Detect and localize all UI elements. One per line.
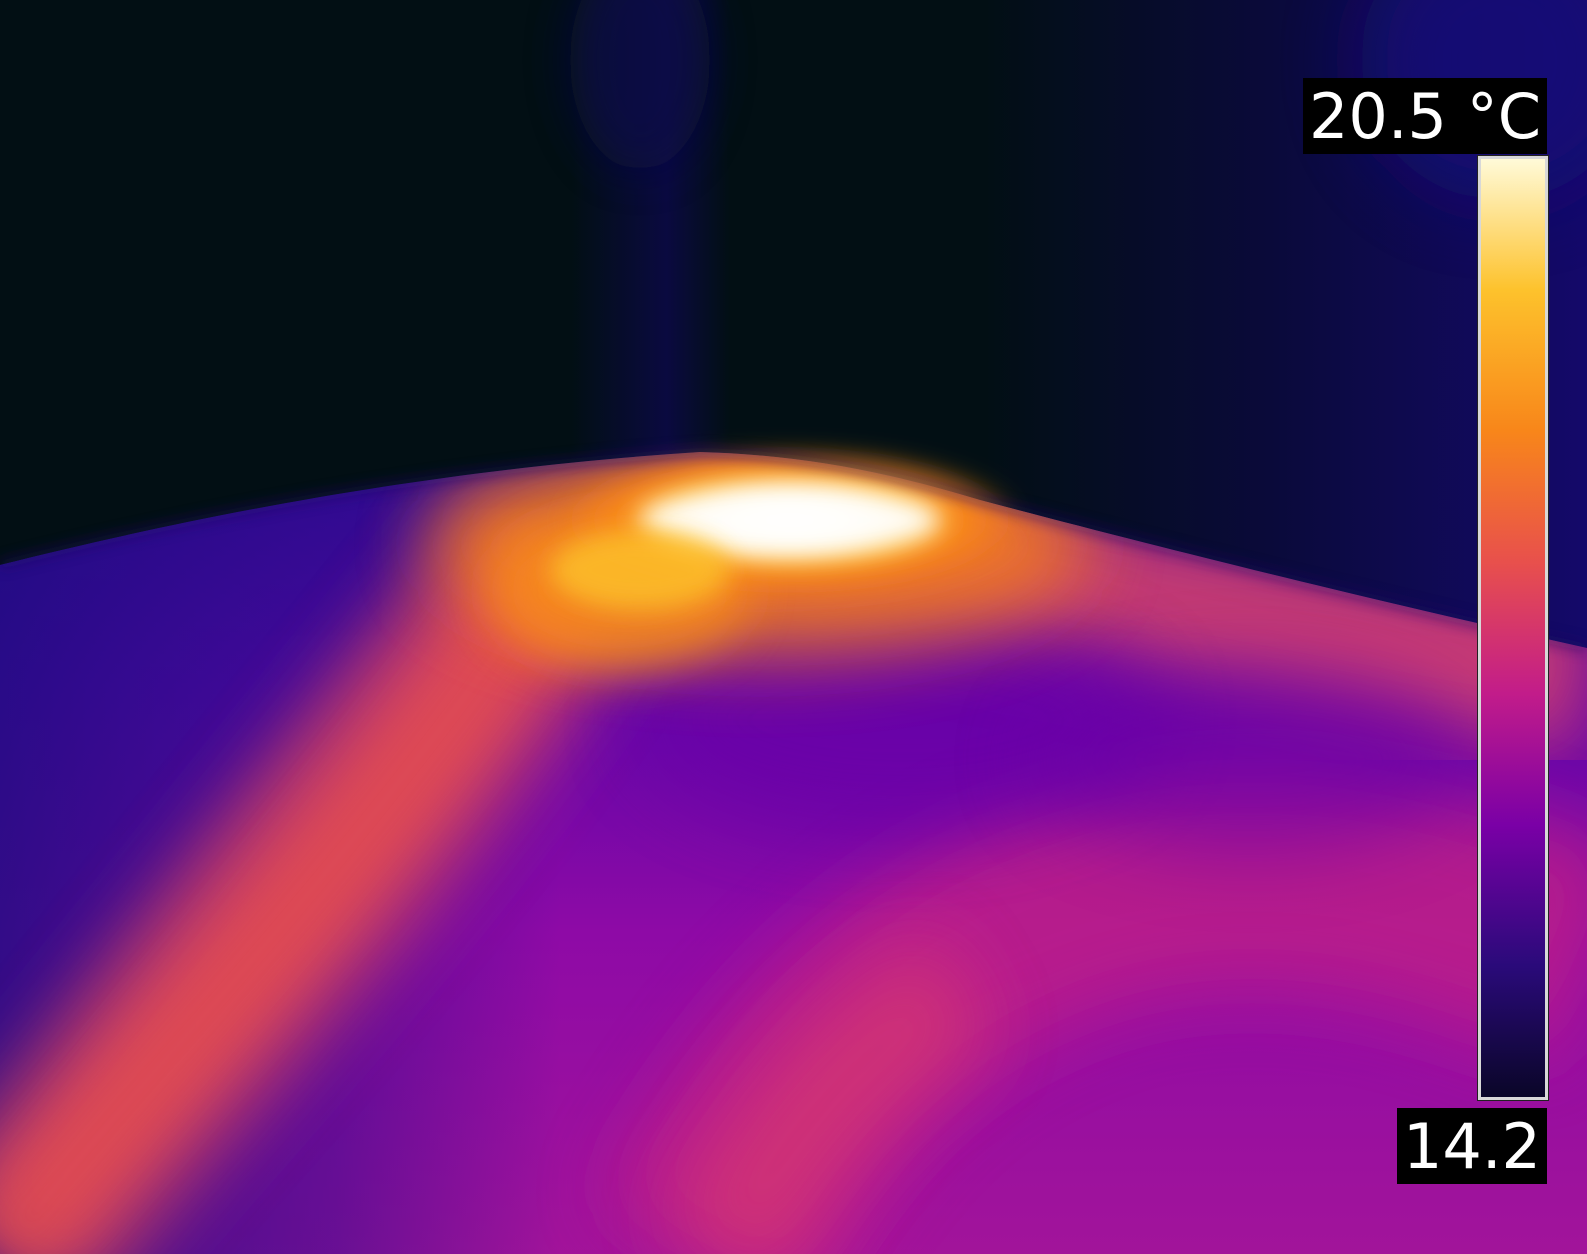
color-scale-bar	[1477, 155, 1549, 1101]
surface-edge	[0, 446, 1587, 653]
hot-spot-left-lobe	[550, 530, 730, 610]
faint-warm-spot	[570, 0, 710, 170]
scale-max-label: 20.5 °C	[1302, 78, 1547, 154]
hot-spot-core	[640, 486, 940, 554]
scale-min-label: 14.2	[1396, 1108, 1547, 1184]
